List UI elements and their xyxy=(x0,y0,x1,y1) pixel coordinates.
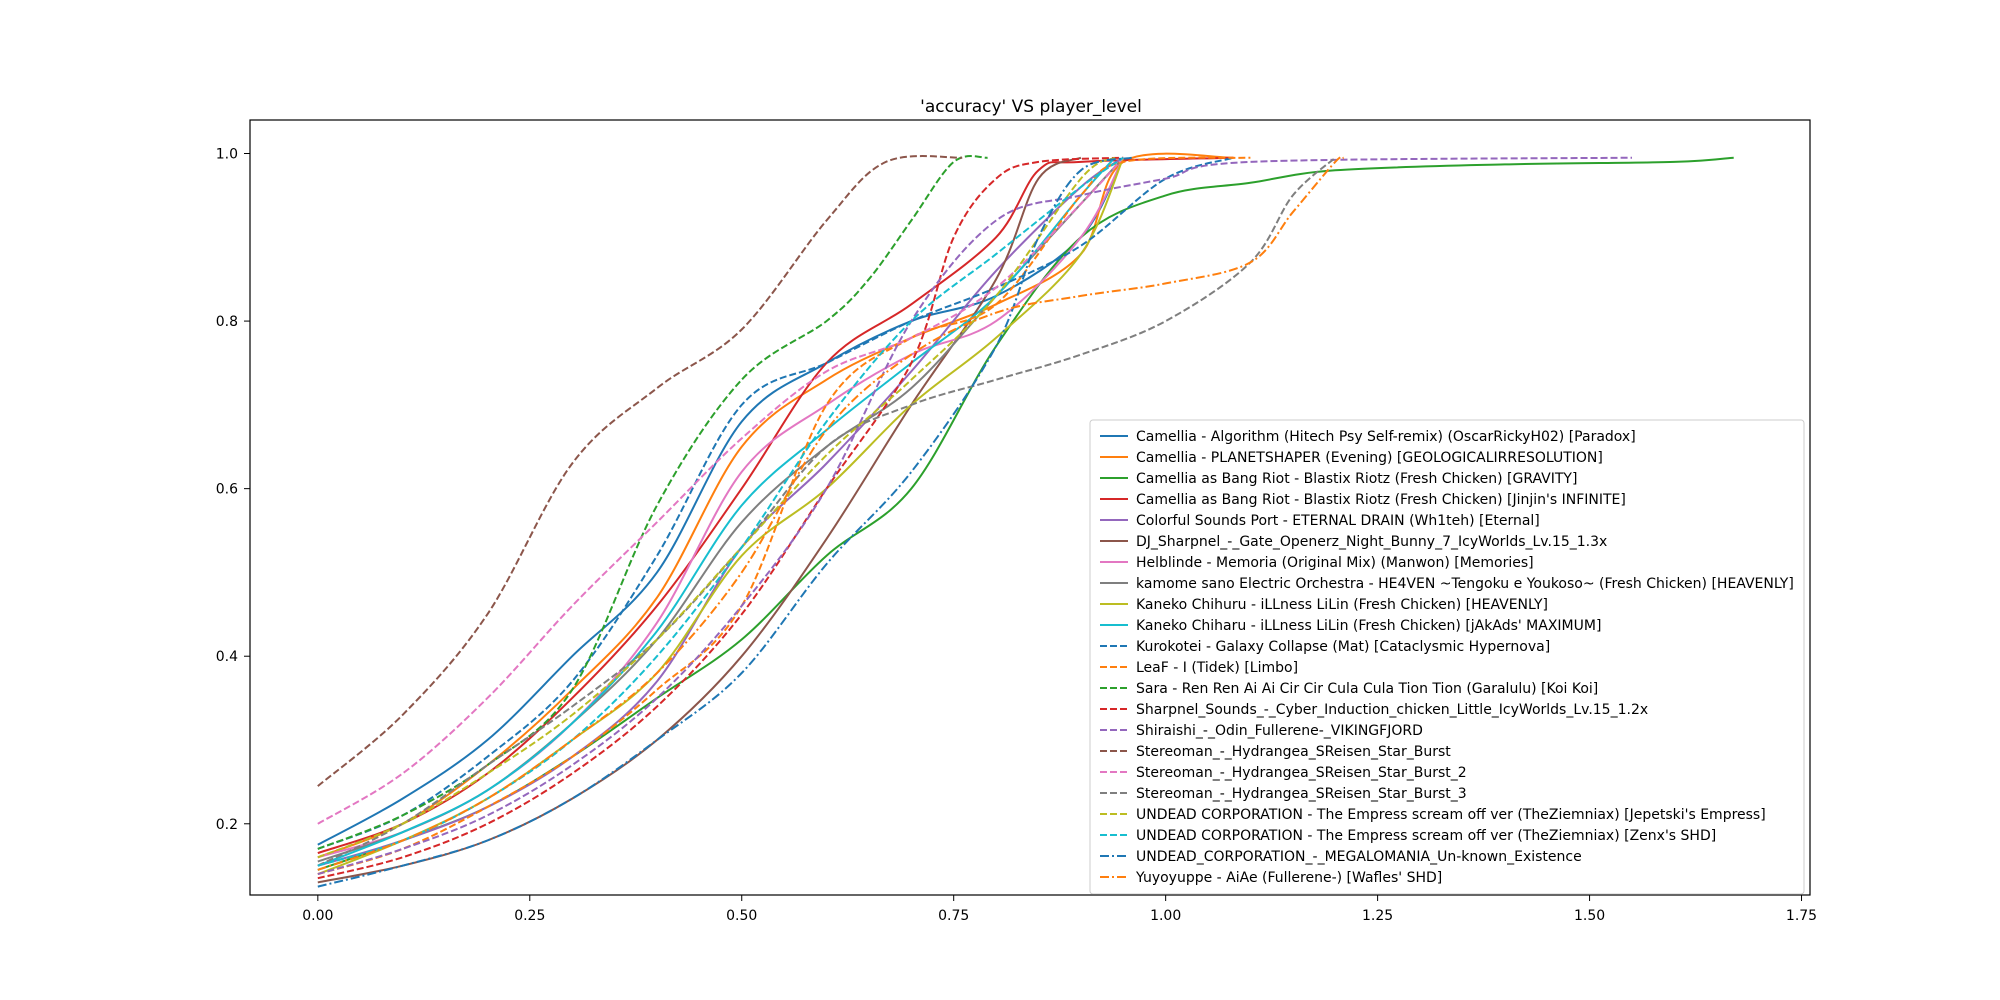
legend-entry-label: Sara - Ren Ren Ai Ai Cir Cir Cula Cula T… xyxy=(1136,681,1598,697)
series-line-11 xyxy=(317,156,1234,850)
legend-entry-label: Stereoman_-_Hydrangea_SReisen_Star_Burst… xyxy=(1136,765,1467,781)
legend-entry-label: LeaF - I (Tidek) [Limbo] xyxy=(1136,660,1298,676)
y-tick-label: 1.0 xyxy=(216,147,238,163)
series-line-12 xyxy=(317,156,1251,876)
legend-entry-label: UNDEAD CORPORATION - The Empress scream … xyxy=(1136,828,1716,844)
legend-entry-label: Kurokotei - Galaxy Collapse (Mat) [Catac… xyxy=(1136,639,1550,655)
y-tick-label: 0.4 xyxy=(216,649,238,665)
legend: Camellia - Algorithm (Hitech Psy Self-re… xyxy=(1089,419,1805,895)
legend-entry-label: Shiraishi_-_Odin_Fullerene-_VIKINGFJORD xyxy=(1136,723,1423,739)
series-line-21 xyxy=(317,156,1132,888)
x-tick-label: 0.50 xyxy=(726,908,757,924)
legend-entry-label: Kaneko Chiharu - iLLness LiLin (Fresh Ch… xyxy=(1136,618,1601,634)
series-line-10 xyxy=(317,157,1116,867)
y-axis: 0.2 0.4 0.6 0.8 1.0 xyxy=(216,147,250,833)
legend-entry-label: Stereoman_-_Hydrangea_SReisen_Star_Burst… xyxy=(1136,786,1467,802)
legend-entry-label: Sharpnel_Sounds_-_Cyber_Induction_chicke… xyxy=(1136,702,1648,718)
x-tick-label: 1.75 xyxy=(1786,908,1817,924)
x-tick-label: 1.50 xyxy=(1574,908,1605,924)
legend-entry-label: UNDEAD CORPORATION - The Empress scream … xyxy=(1136,807,1766,823)
legend-entry-label: Helblinde - Memoria (Original Mix) (Manw… xyxy=(1136,555,1534,571)
legend-entry-label: Camellia - PLANETSHAPER (Evening) [GEOLO… xyxy=(1136,450,1603,466)
y-tick-label: 0.2 xyxy=(216,817,238,833)
series-line-18 xyxy=(317,156,1336,867)
x-tick-label: 0.25 xyxy=(514,908,545,924)
legend-entry-label: Camellia as Bang Riot - Blastix Riotz (F… xyxy=(1136,471,1577,487)
series-line-20 xyxy=(317,156,1124,867)
legend-entry-label: Yuyoyuppe - AiAe (Fullerene-) [Wafles' S… xyxy=(1135,870,1442,886)
x-tick-label: 1.25 xyxy=(1362,908,1393,924)
chart-title: 'accuracy' VS player_level xyxy=(920,97,1142,117)
series-line-4 xyxy=(317,156,1234,855)
legend-entry-label: kamome sano Electric Orchestra - HE4VEN … xyxy=(1136,576,1794,592)
legend-entry-label: DJ_Sharpnel_-_Gate_Openerz_Night_Bunny_7… xyxy=(1136,534,1607,550)
series-lines xyxy=(317,152,1734,888)
series-line-15 xyxy=(317,156,1633,876)
legend-entry-label: Camellia - Algorithm (Hitech Psy Self-re… xyxy=(1136,429,1636,445)
legend-entry-label: Colorful Sounds Port - ETERNAL DRAIN (Wh… xyxy=(1136,513,1540,529)
legend-entry-label: Camellia as Bang Riot - Blastix Riotz (F… xyxy=(1136,492,1626,508)
series-line-1 xyxy=(317,157,1125,846)
x-tick-label: 0.00 xyxy=(302,908,333,924)
series-line-16 xyxy=(317,155,963,787)
x-axis: 0.00 0.25 0.50 0.75 1.00 1.25 1.50 1.75 xyxy=(302,895,1817,924)
legend-box xyxy=(1089,419,1805,895)
legend-entry-label: UNDEAD_CORPORATION_-_MEGALOMANIA_Un-know… xyxy=(1136,849,1582,865)
y-tick-label: 0.8 xyxy=(216,314,238,330)
x-tick-label: 1.00 xyxy=(1150,908,1181,924)
legend-entry-label: Kaneko Chihuru - iLLness LiLin (Fresh Ch… xyxy=(1136,597,1548,613)
legend-entry-label: Stereoman_-_Hydrangea_SReisen_Star_Burst xyxy=(1136,744,1451,760)
series-line-17 xyxy=(317,157,1125,825)
plot-frame xyxy=(249,119,1811,896)
series-line-6 xyxy=(317,156,1082,884)
x-tick-label: 0.75 xyxy=(938,908,969,924)
series-line-22 xyxy=(317,155,1345,871)
y-tick-label: 0.6 xyxy=(216,482,238,498)
